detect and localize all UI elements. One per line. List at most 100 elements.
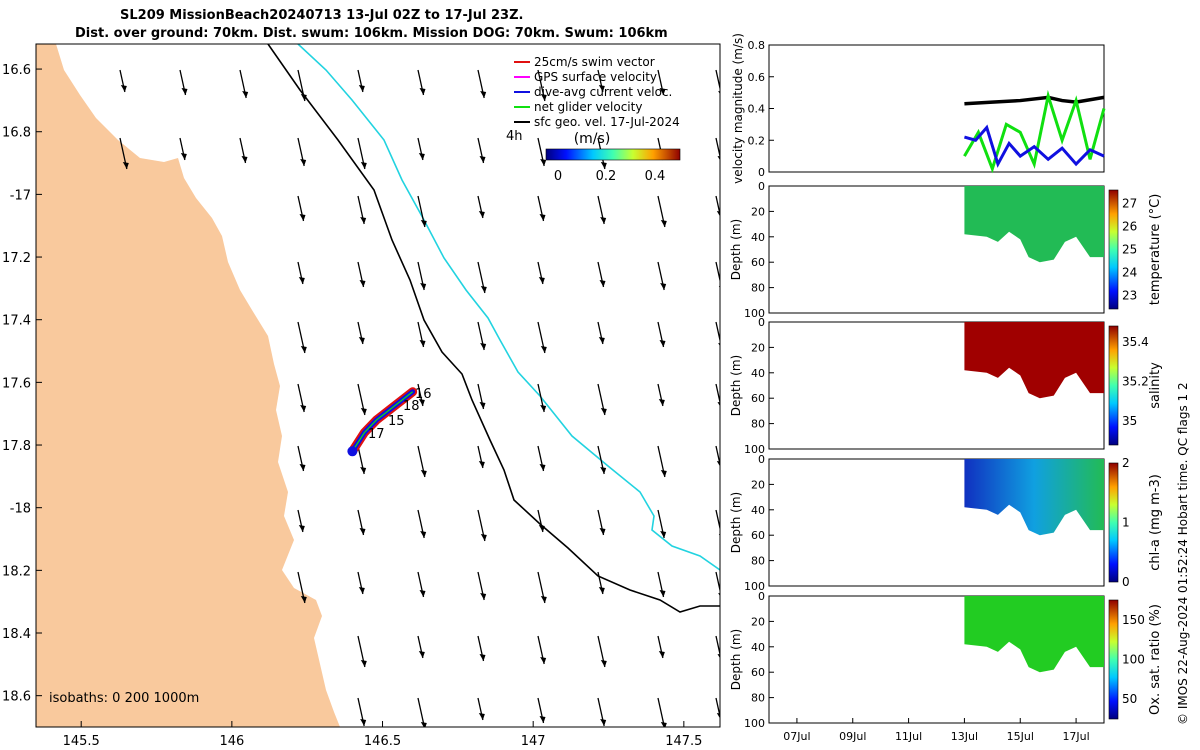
velocity-arrow-head xyxy=(480,343,487,350)
depth-panel-2: 0 20 40 60 80 100 Depth (m) 2 1 0 chl-a (mg m-3) xyxy=(729,453,1163,593)
velocity-arrow-head xyxy=(180,153,187,160)
velocity-arrow-head xyxy=(600,162,607,169)
depth-ytick-label-2-2: 40 xyxy=(751,504,765,517)
velocity-arrow xyxy=(657,321,666,348)
velocity-arrow xyxy=(477,697,485,721)
velocity-arrow-head xyxy=(420,470,427,477)
velocity-arrow-head xyxy=(716,713,720,719)
legend-label-4: sfc geo. vel. 17-Jul-2024 xyxy=(534,115,680,129)
velocity-arrow xyxy=(357,261,366,288)
depth-ytick-label-0-0: 0 xyxy=(758,180,765,193)
velocity-arrow-head xyxy=(540,94,547,101)
depth-ylabel-0: Depth (m) xyxy=(729,219,743,280)
colorbar-unit: (m/s) xyxy=(574,131,611,147)
velocity-arrow xyxy=(297,383,307,413)
colorbar-label-2: chl-a (mg m-3) xyxy=(1148,474,1163,571)
velocity-arrow-head xyxy=(419,340,426,347)
map-ytick-label-4: 17.4 xyxy=(2,314,31,329)
velocity-arrow-head xyxy=(420,220,427,227)
depth-section-0 xyxy=(964,186,1104,263)
colorbar-tick-0-1: 26 xyxy=(1122,220,1137,234)
depth-section-1 xyxy=(964,322,1104,399)
velocity-arrow xyxy=(597,697,607,727)
velocity-arrow xyxy=(537,383,547,413)
velocity-arrow-head xyxy=(478,211,485,218)
velocity-arrow-head xyxy=(540,596,547,603)
velocity-arrow-head xyxy=(659,340,666,347)
colorbar-tick-0-0: 27 xyxy=(1122,197,1137,211)
depth-ytick-label-1-2: 40 xyxy=(751,367,765,380)
velocity-arrow-head xyxy=(479,654,486,661)
depth-ytick-label-0-4: 80 xyxy=(751,282,765,295)
velocity-arrow-head xyxy=(659,88,666,95)
colorbar-tick-0: 0 xyxy=(554,169,562,184)
velocity-arrow-head xyxy=(540,159,547,166)
velocity-arrow xyxy=(537,261,545,285)
map-ytick-label-9: 18.4 xyxy=(2,627,31,642)
velocity-arrow-head xyxy=(420,722,427,727)
depth-ytick-label-0-3: 60 xyxy=(751,256,765,269)
velocity-arrow-head xyxy=(300,94,307,101)
velocity-arrow xyxy=(657,571,666,598)
velocity-arrow-head xyxy=(600,660,607,667)
track-label-17: 17 xyxy=(368,427,385,442)
velocity-arrow xyxy=(477,261,487,294)
depth-ytick-label-3-0: 0 xyxy=(758,590,765,603)
velocity-arrow-head xyxy=(360,162,367,169)
depth-panel-0: 0 20 40 60 80 100 Depth (m) 27 26 25 24 23 temperatu… xyxy=(729,180,1163,320)
map-panel: 145.5 146 146.5 147 147.5 16.6 16.8 -17 17.2 17.4… xyxy=(2,43,721,749)
velocity-arrow xyxy=(477,509,487,542)
velocity-arrow xyxy=(297,321,307,354)
velocity-arrow xyxy=(417,137,425,161)
depth-ytick-label-1-3: 60 xyxy=(751,392,765,405)
velocity-arrow xyxy=(417,635,425,659)
time-tick-label-3: 13Jul xyxy=(951,730,978,743)
velocity-arrow-head xyxy=(478,713,485,720)
velocity-arrow xyxy=(715,697,720,720)
velocity-arrow-head xyxy=(480,91,487,98)
velocity-arrow xyxy=(357,571,365,595)
colorbar-tick-2-0: 2 xyxy=(1122,456,1130,470)
velocity-arrow-head xyxy=(717,654,720,659)
velocity-arrow-head xyxy=(300,596,307,603)
velocity-arrow xyxy=(597,635,607,668)
depth-ytick-label-3-4: 80 xyxy=(751,692,765,705)
velocity-arrow xyxy=(537,571,547,604)
velocity-arrow-head xyxy=(717,156,720,161)
legend-label-3: net glider velocity xyxy=(534,100,642,114)
depth-ytick-label-2-4: 80 xyxy=(751,555,765,568)
map-xtick-label-3: 147 xyxy=(521,734,546,749)
track-label-18: 18 xyxy=(403,399,420,414)
map-ytick-label-0: 16.6 xyxy=(2,63,31,78)
velocity-arrow-head xyxy=(478,461,485,468)
velocity-arrow-shaft xyxy=(715,195,720,218)
velocity-arrow xyxy=(297,69,307,102)
velocity-arrow-head xyxy=(660,470,667,477)
velocity-arrow-head xyxy=(717,402,720,407)
depth-ytick-label-1-4: 80 xyxy=(751,418,765,431)
velocity-arrow xyxy=(657,445,667,478)
velocity-arrow-head xyxy=(599,280,606,287)
velocity-arrow-head xyxy=(480,534,487,541)
velocity-arrow-head xyxy=(299,214,306,221)
velocity-arrow-head xyxy=(600,217,607,224)
colorbar-tick-1: 0.2 xyxy=(596,169,617,184)
velocity-arrow xyxy=(657,69,666,96)
velocity-arrow xyxy=(357,635,367,668)
colorbar-tick-1-1: 35.2 xyxy=(1122,375,1149,389)
velocity-arrow-head xyxy=(358,587,365,594)
velocity-arrow xyxy=(477,571,487,601)
velocity-arrow xyxy=(477,69,487,99)
isobath-1000m xyxy=(297,44,720,571)
velocity-series-1 xyxy=(963,89,1106,174)
colorbar-3 xyxy=(1108,599,1119,720)
velocity-arrow xyxy=(417,509,427,539)
velocity-arrow-head xyxy=(242,91,249,98)
velocity-arrow-head xyxy=(300,405,307,412)
depth-ytick-label-3-2: 40 xyxy=(751,641,765,654)
time-label: 4h xyxy=(506,129,523,144)
velocity-arrow xyxy=(357,445,367,475)
velocity-arrow-head xyxy=(358,85,365,92)
velocity-arrow-shaft xyxy=(715,509,720,532)
time-tick-label-4: 15Jul xyxy=(1007,730,1034,743)
